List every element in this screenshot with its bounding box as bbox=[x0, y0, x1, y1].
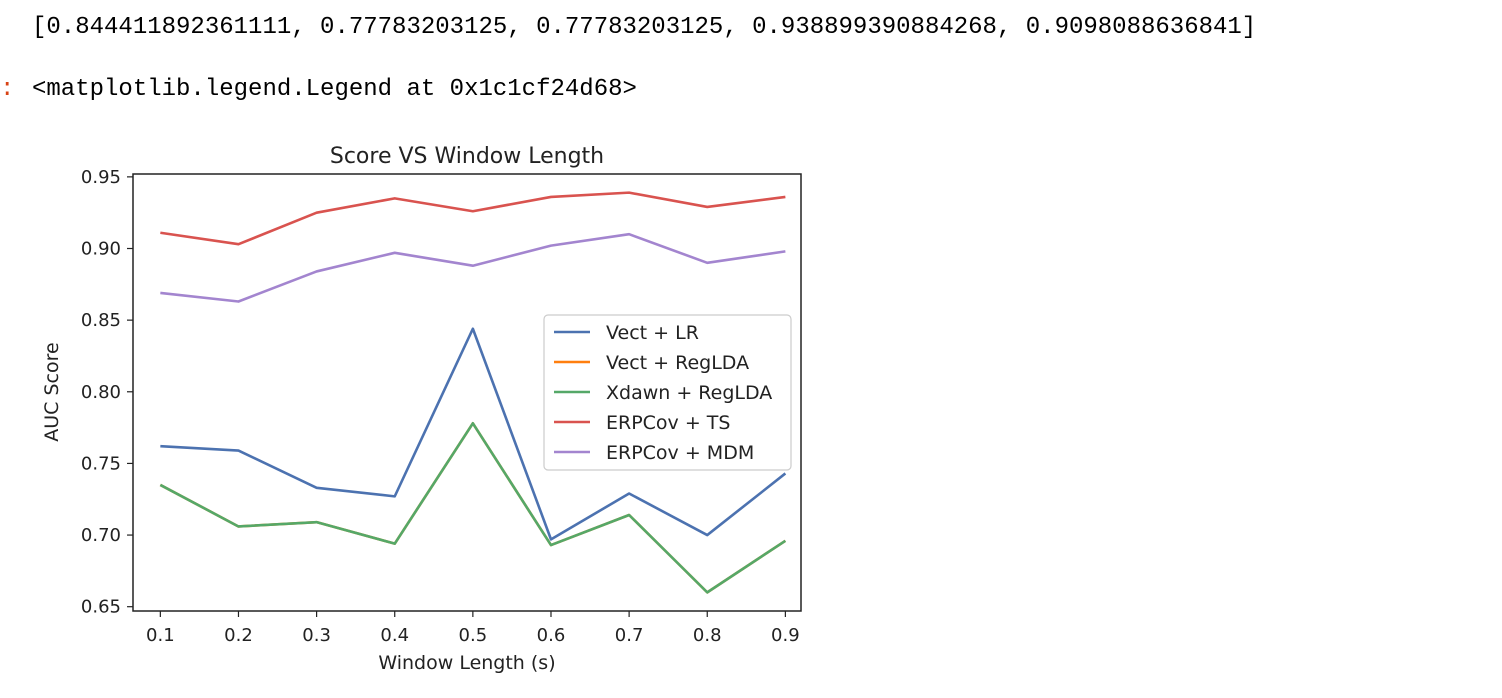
legend-label: Vect + RegLDA bbox=[606, 352, 749, 374]
y-tick-label: 0.70 bbox=[81, 525, 121, 546]
x-tick-label: 0.3 bbox=[302, 625, 331, 646]
y-axis-label: AUC Score bbox=[41, 342, 63, 441]
x-tick-label: 0.4 bbox=[380, 625, 409, 646]
x-tick-label: 0.7 bbox=[615, 625, 644, 646]
x-tick-label: 0.2 bbox=[224, 625, 253, 646]
y-tick-label: 0.95 bbox=[81, 167, 121, 188]
y-tick-label: 0.90 bbox=[81, 239, 121, 260]
y-tick-label: 0.85 bbox=[81, 310, 121, 331]
series-line-vect-lr bbox=[160, 327, 787, 541]
x-tick-label: 0.9 bbox=[771, 625, 800, 646]
output-repr-line: <matplotlib.legend.Legend at 0x1c1cf24d6… bbox=[32, 76, 637, 103]
x-tick-label: 0.5 bbox=[459, 625, 488, 646]
chart-title: Score VS Window Length bbox=[330, 144, 604, 169]
legend-label: Xdawn + RegLDA bbox=[606, 382, 772, 404]
y-tick-label: 0.65 bbox=[81, 597, 121, 618]
series-line-xdawn-reglda bbox=[159, 422, 787, 594]
series-layer bbox=[159, 191, 787, 594]
legend-label: ERPCov + MDM bbox=[606, 442, 754, 464]
legend-label: Vect + LR bbox=[606, 322, 699, 344]
x-tick-label: 0.8 bbox=[693, 625, 722, 646]
legend-box bbox=[543, 314, 792, 471]
x-tick-label: 0.6 bbox=[537, 625, 566, 646]
y-tick-label: 0.75 bbox=[81, 453, 121, 474]
tick-layer: 0.1 0.2 0.3 0.4 0.5 0.6 0.7 0.8 0.9 0.65 0.70 0.75 0… bbox=[81, 167, 800, 646]
x-tick-label: 0.1 bbox=[146, 625, 175, 646]
y-tick-label: 0.80 bbox=[81, 382, 121, 403]
x-axis-label: Window Length (s) bbox=[378, 652, 555, 674]
legend: Vect + LR Vect + RegLDA Xdawn + RegLDA ERPC… bbox=[543, 314, 792, 471]
output-list-line: [0.844411892361111, 0.77783203125, 0.777… bbox=[32, 14, 1257, 41]
legend-label: ERPCov + TS bbox=[606, 412, 730, 434]
output-prompt-marker: : bbox=[0, 76, 15, 103]
plot-frame bbox=[132, 173, 802, 612]
series-line-erpcov-mdm bbox=[160, 232, 786, 303]
series-line-erpcov-ts bbox=[160, 191, 786, 246]
